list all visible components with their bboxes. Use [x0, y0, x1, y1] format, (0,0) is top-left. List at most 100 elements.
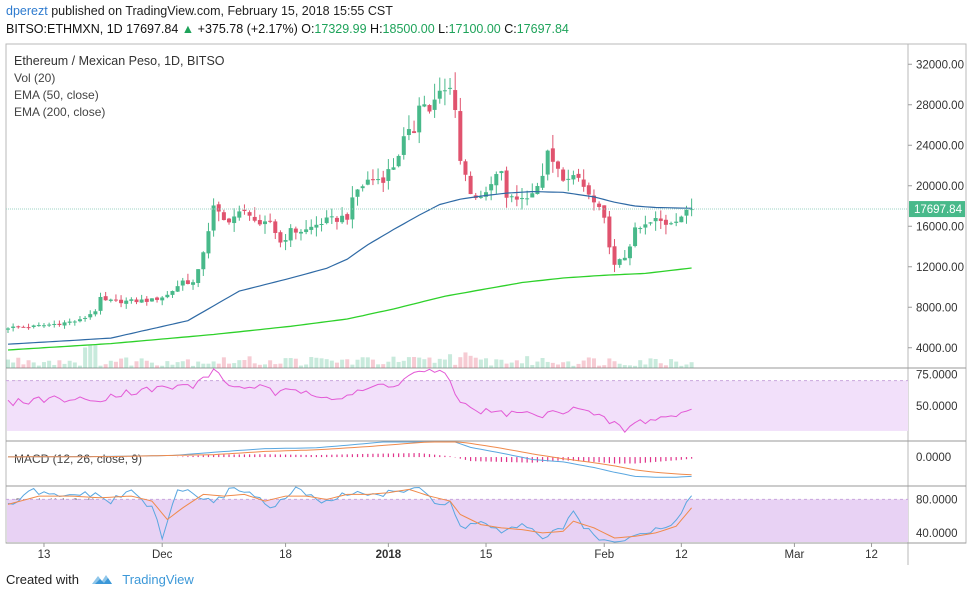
- volume-bar: [360, 357, 365, 368]
- close-value: 17697.84: [516, 22, 569, 36]
- candle-body: [180, 280, 185, 286]
- candle-body: [232, 216, 237, 224]
- candle-body: [329, 216, 334, 218]
- price-tick-label: 24000.00: [916, 140, 964, 152]
- chart-frame: [5, 43, 967, 565]
- candle-body: [396, 155, 401, 167]
- candle-body: [633, 227, 638, 247]
- candle-body: [376, 179, 381, 181]
- macd-legend: MACD (12, 26, close, 9): [14, 452, 142, 466]
- volume-bar: [334, 362, 339, 368]
- candle-body: [520, 198, 524, 200]
- volume-bar: [602, 365, 607, 368]
- candle-body: [555, 161, 560, 169]
- candle-body: [340, 215, 345, 223]
- price-change: +375.78 (+2.17%): [197, 22, 298, 36]
- volume-bar: [139, 358, 144, 368]
- high-label: H:: [370, 22, 383, 36]
- price-tick-label: 32000.00: [916, 59, 964, 71]
- volume-bar: [257, 364, 262, 368]
- volume-bar: [191, 365, 196, 368]
- candle-body: [679, 216, 684, 223]
- candle-body: [360, 186, 365, 189]
- candle-body: [191, 282, 196, 285]
- rsi-band: [7, 380, 908, 431]
- candle-body: [139, 299, 144, 303]
- candle-body: [504, 170, 509, 198]
- candle-body: [674, 221, 679, 223]
- candle-body: [247, 212, 252, 216]
- candle-body: [21, 326, 26, 328]
- volume-bar: [16, 357, 21, 368]
- candle-body: [144, 298, 149, 302]
- volume-bar: [643, 364, 648, 368]
- candle-body: [216, 204, 221, 212]
- candle-body: [309, 226, 314, 230]
- candles: [6, 72, 694, 334]
- volume-bar: [504, 363, 509, 368]
- volume-bar: [170, 364, 175, 368]
- volume-bar: [617, 363, 622, 368]
- candle-body: [453, 90, 458, 110]
- candle-body: [298, 231, 303, 234]
- candle-body: [257, 220, 262, 225]
- volume-bar: [566, 361, 571, 368]
- volume-bar: [11, 362, 16, 368]
- price-tick-label: 8000.00: [916, 302, 958, 314]
- candle-body: [658, 218, 663, 221]
- candle-body: [627, 246, 632, 259]
- volume-bar: [381, 364, 386, 368]
- volume-bar: [370, 359, 375, 368]
- volume-bar: [216, 363, 221, 368]
- candle-body: [52, 323, 57, 325]
- volume-bar: [422, 359, 427, 368]
- price-tick-label: 20000.00: [916, 181, 964, 193]
- candle-body: [36, 325, 41, 327]
- ema200-line: [7, 267, 692, 351]
- legend-ema200: EMA (200, close): [14, 105, 105, 119]
- price-pane[interactable]: 4000.00 8000.00 12000.00 16000.00 20000.00 24…: [6, 54, 965, 368]
- candle-body: [617, 259, 622, 265]
- candle-body: [227, 218, 232, 223]
- volume-bar: [550, 362, 555, 368]
- candle-body: [597, 203, 602, 207]
- volume-bar: [484, 358, 489, 368]
- volume-bar: [684, 364, 689, 368]
- volume-bar: [355, 359, 360, 368]
- candle-body: [458, 111, 463, 161]
- macd-pane[interactable]: MACD (12, 26, close, 9) 0.0000: [7, 441, 951, 478]
- candle-body: [612, 246, 617, 265]
- author-link[interactable]: dperezt: [6, 4, 48, 18]
- volume-bar: [47, 360, 52, 368]
- candle-body: [108, 299, 113, 301]
- candle-body: [545, 150, 550, 175]
- volume-bar: [340, 359, 345, 368]
- tradingview-link[interactable]: TradingView: [122, 572, 194, 587]
- volume-bar: [175, 362, 180, 368]
- volume-bar: [67, 360, 72, 368]
- volume-bar: [273, 364, 278, 368]
- candle-body: [514, 196, 519, 200]
- volume-bar: [77, 365, 82, 368]
- time-tick-label: Feb: [594, 549, 614, 561]
- volume-bar: [679, 365, 684, 368]
- volume-bar: [350, 364, 355, 368]
- symbol-label: BITSO:ETHMXN, 1D: [6, 22, 123, 36]
- volume-bar: [663, 365, 668, 368]
- candle-body: [119, 299, 124, 304]
- candle-body: [252, 216, 257, 221]
- volume-bar: [314, 357, 319, 368]
- candle-body: [648, 222, 653, 224]
- volume-bar: [391, 356, 396, 368]
- volume-bar: [669, 359, 674, 368]
- footer: Created with TradingView: [6, 572, 194, 587]
- candle-body: [525, 198, 530, 200]
- volume-bar: [237, 360, 242, 368]
- volume-bar: [144, 360, 149, 368]
- volume-bar: [597, 365, 602, 368]
- ema-lines: [6, 190, 908, 351]
- macd-tick-label: 0.0000: [916, 452, 951, 464]
